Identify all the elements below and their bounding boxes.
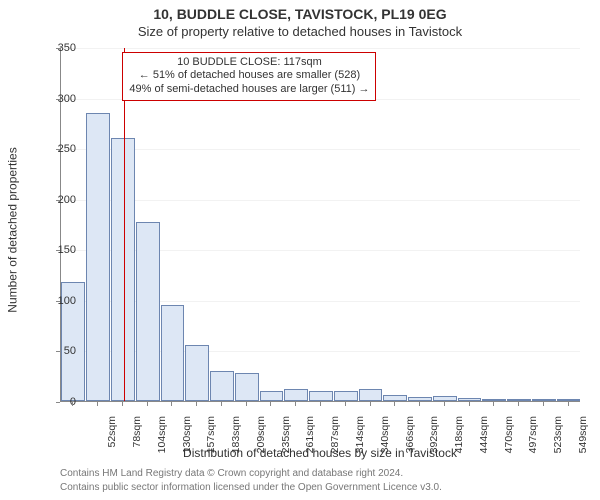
- x-tick-label: 470sqm: [503, 416, 515, 458]
- histogram-bar: [235, 373, 259, 401]
- footer-copyright: Contains HM Land Registry data © Crown c…: [60, 468, 403, 479]
- annotation-line: 10 BUDDLE CLOSE: 117sqm: [129, 56, 369, 70]
- histogram-bar: [86, 113, 110, 401]
- y-tick-label: 50: [46, 345, 76, 357]
- x-tick-mark: [97, 402, 98, 406]
- gridline: [61, 48, 580, 49]
- y-tick-label: 150: [46, 244, 76, 256]
- x-tick-label: 314sqm: [354, 416, 366, 458]
- histogram-bar: [161, 305, 185, 401]
- y-tick-mark: [56, 149, 60, 150]
- x-tick-mark: [568, 402, 569, 406]
- x-tick-label: 287sqm: [329, 416, 341, 458]
- x-tick-label: 444sqm: [478, 416, 490, 458]
- x-tick-mark: [221, 402, 222, 406]
- y-tick-label: 350: [46, 42, 76, 54]
- x-tick-label: 235sqm: [280, 416, 292, 458]
- y-tick-label: 300: [46, 93, 76, 105]
- x-tick-label: 130sqm: [181, 416, 193, 458]
- x-tick-mark: [72, 402, 73, 406]
- x-tick-mark: [370, 402, 371, 406]
- x-tick-mark: [493, 402, 494, 406]
- histogram-bar: [557, 399, 581, 401]
- x-tick-mark: [444, 402, 445, 406]
- x-tick-mark: [345, 402, 346, 406]
- y-tick-mark: [56, 351, 60, 352]
- y-tick-mark: [56, 48, 60, 49]
- x-tick-mark: [543, 402, 544, 406]
- x-tick-label: 497sqm: [527, 416, 539, 458]
- histogram-bar: [507, 399, 531, 401]
- histogram-bar: [185, 345, 209, 401]
- histogram-bar: [383, 395, 407, 401]
- chart-title-line1: 10, BUDDLE CLOSE, TAVISTOCK, PL19 0EG: [0, 6, 600, 22]
- x-tick-label: 104sqm: [156, 416, 168, 458]
- x-tick-mark: [246, 402, 247, 406]
- x-tick-mark: [270, 402, 271, 406]
- x-tick-label: 52sqm: [106, 416, 118, 458]
- gridline: [61, 200, 580, 201]
- x-tick-mark: [419, 402, 420, 406]
- histogram-bar: [309, 391, 333, 401]
- histogram-bar: [260, 391, 284, 401]
- histogram-bar: [334, 391, 358, 401]
- y-tick-mark: [56, 200, 60, 201]
- x-tick-label: 261sqm: [304, 416, 316, 458]
- x-tick-mark: [171, 402, 172, 406]
- y-axis-label: Number of detached properties: [6, 0, 20, 460]
- y-tick-mark: [56, 301, 60, 302]
- x-tick-label: 209sqm: [255, 416, 267, 458]
- y-tick-label: 250: [46, 143, 76, 155]
- annotation-box: 10 BUDDLE CLOSE: 117sqm← 51% of detached…: [122, 52, 376, 101]
- x-tick-label: 549sqm: [577, 416, 589, 458]
- histogram-bar: [284, 389, 308, 401]
- x-tick-label: 340sqm: [379, 416, 391, 458]
- x-tick-label: 157sqm: [205, 416, 217, 458]
- x-tick-mark: [147, 402, 148, 406]
- plot-area: [60, 48, 580, 402]
- annotation-line: ← 51% of detached houses are smaller (52…: [129, 69, 369, 83]
- x-tick-mark: [122, 402, 123, 406]
- histogram-bar: [111, 138, 135, 401]
- chart-container: 10, BUDDLE CLOSE, TAVISTOCK, PL19 0EG Si…: [0, 0, 600, 500]
- histogram-bar: [458, 398, 482, 401]
- histogram-bar: [359, 389, 383, 401]
- reference-line: [124, 48, 125, 401]
- histogram-bar: [136, 222, 160, 401]
- y-tick-label: 100: [46, 295, 76, 307]
- y-tick-mark: [56, 402, 60, 403]
- histogram-bar: [408, 397, 432, 401]
- gridline: [61, 149, 580, 150]
- x-tick-label: 78sqm: [131, 416, 143, 458]
- x-tick-label: 418sqm: [453, 416, 465, 458]
- x-tick-mark: [518, 402, 519, 406]
- x-tick-mark: [320, 402, 321, 406]
- x-tick-label: 392sqm: [428, 416, 440, 458]
- x-tick-mark: [469, 402, 470, 406]
- x-tick-mark: [196, 402, 197, 406]
- x-tick-mark: [394, 402, 395, 406]
- histogram-bar: [532, 399, 556, 401]
- x-tick-label: 366sqm: [404, 416, 416, 458]
- histogram-bar: [433, 396, 457, 401]
- y-tick-label: 200: [46, 194, 76, 206]
- y-tick-mark: [56, 99, 60, 100]
- chart-title-line2: Size of property relative to detached ho…: [0, 24, 600, 39]
- x-tick-mark: [295, 402, 296, 406]
- x-tick-label: 523sqm: [552, 416, 564, 458]
- x-tick-label: 183sqm: [230, 416, 242, 458]
- histogram-bar: [210, 371, 234, 401]
- annotation-line: 49% of semi-detached houses are larger (…: [129, 83, 369, 97]
- histogram-bar: [482, 399, 506, 401]
- footer-license: Contains public sector information licen…: [60, 482, 442, 493]
- y-tick-mark: [56, 250, 60, 251]
